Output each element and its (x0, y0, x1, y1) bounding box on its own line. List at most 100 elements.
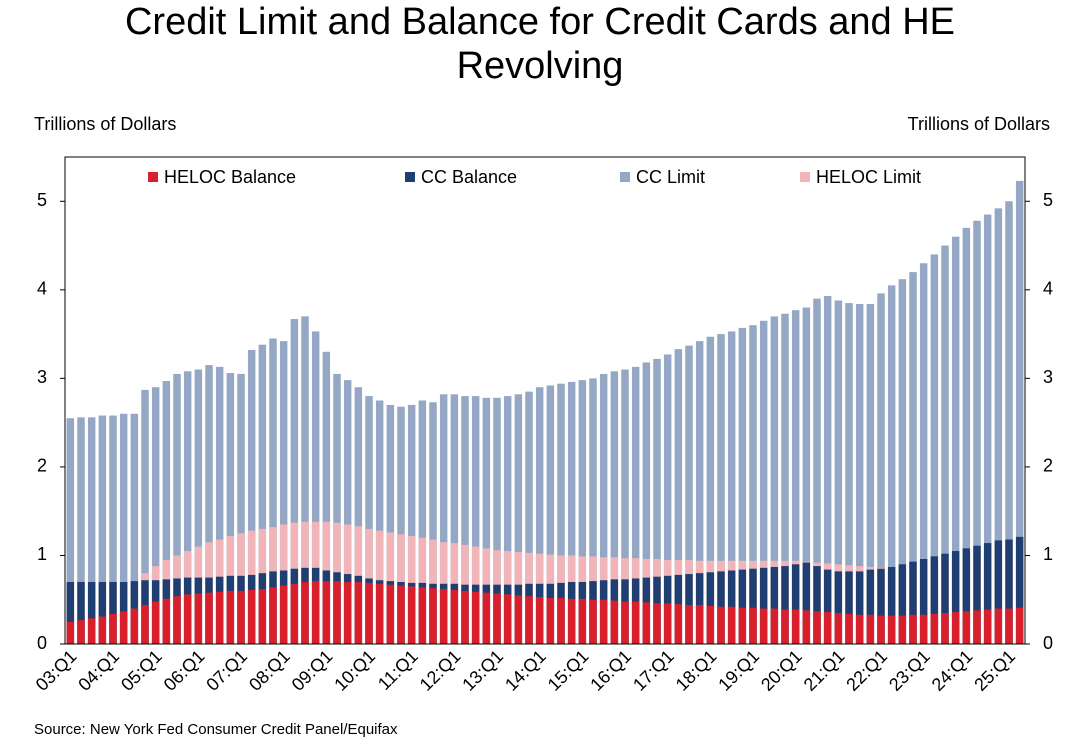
bar (546, 385, 555, 644)
x-tick-label: 17:Q1 (629, 646, 678, 695)
bar (482, 592, 491, 644)
x-tick-label: 24:Q1 (928, 646, 977, 695)
bar (749, 607, 757, 644)
bar (631, 601, 640, 644)
bar (98, 415, 107, 644)
bar (695, 341, 704, 644)
bar (365, 582, 373, 644)
bar (983, 214, 992, 644)
bar (151, 387, 160, 644)
bar (919, 263, 928, 644)
x-tick-label: 10:Q1 (330, 646, 379, 695)
y-tick-label: 1 (37, 544, 47, 564)
bar (269, 338, 277, 644)
bar (77, 620, 85, 644)
legend-swatch (148, 172, 158, 182)
bar (802, 562, 811, 644)
bar (589, 599, 597, 644)
bar (279, 341, 288, 644)
bar (994, 608, 1003, 644)
bar (749, 325, 757, 644)
bar (674, 349, 683, 644)
bar (599, 599, 608, 644)
bar (109, 613, 117, 644)
y-tick-label: 0 (37, 633, 47, 653)
bar (461, 590, 469, 644)
source-note: Source: New York Fed Consumer Credit Pan… (34, 721, 398, 738)
bar (813, 298, 821, 644)
bar (450, 589, 459, 644)
bar (183, 594, 192, 644)
bar (855, 571, 864, 644)
bar (375, 400, 384, 644)
bar (514, 394, 523, 644)
bar (898, 279, 907, 644)
bar (951, 236, 960, 644)
bar (130, 413, 139, 644)
bar (290, 319, 299, 644)
bar (77, 582, 85, 644)
bar (215, 366, 224, 644)
bar (717, 606, 725, 644)
bar (194, 593, 203, 644)
bar (621, 369, 629, 644)
x-tick-label: 08:Q1 (245, 646, 294, 695)
bar (567, 598, 576, 644)
bar (674, 604, 683, 644)
bar (482, 397, 491, 644)
bar (322, 351, 331, 644)
y-axis-label: Trillions of Dollars (34, 114, 176, 134)
bar (386, 404, 395, 644)
bar (930, 613, 939, 644)
x-tick-label: 13:Q1 (458, 646, 507, 695)
bar (631, 366, 640, 644)
bar (610, 371, 619, 644)
bar (834, 300, 843, 644)
bar (461, 396, 469, 644)
y2-tick-label: 1 (1043, 544, 1053, 564)
bar (855, 614, 864, 644)
bar (930, 254, 939, 644)
bar (962, 227, 971, 644)
plot-frame (64, 156, 1026, 645)
bar (151, 601, 160, 644)
bar (98, 582, 107, 644)
bar (141, 389, 149, 644)
x-tick-label: 22:Q1 (842, 646, 891, 695)
bar (877, 615, 885, 644)
x-tick-label: 07:Q1 (202, 646, 251, 695)
bar (247, 589, 256, 644)
bar (1015, 607, 1024, 644)
bar (119, 611, 128, 644)
bar (567, 381, 576, 644)
bar (1005, 201, 1013, 645)
bar (685, 605, 693, 644)
bar (77, 417, 85, 644)
bar (343, 380, 352, 644)
x-tick-label: 06:Q1 (160, 646, 209, 695)
bar (471, 396, 480, 644)
bar (823, 569, 832, 644)
bar (397, 585, 405, 644)
bar (87, 582, 96, 644)
bar (973, 610, 981, 644)
y2-tick-label: 3 (1043, 367, 1053, 387)
bar (354, 387, 363, 644)
bar (813, 611, 821, 644)
bar (791, 564, 800, 644)
bar (258, 589, 267, 644)
x-tick-label: 20:Q1 (757, 646, 806, 695)
y2-axis-label: Trillions of Dollars (908, 114, 1050, 134)
y-tick-label: 5 (37, 190, 47, 210)
bar (770, 316, 779, 644)
bar (898, 564, 907, 644)
bar (407, 404, 416, 644)
bar (589, 378, 597, 644)
bar (717, 334, 725, 644)
bar (738, 607, 747, 644)
y2-tick-label: 4 (1043, 279, 1053, 299)
x-tick-label: 23:Q1 (885, 646, 934, 695)
bar (951, 612, 960, 644)
bar (1005, 608, 1013, 644)
bar (1005, 539, 1013, 644)
